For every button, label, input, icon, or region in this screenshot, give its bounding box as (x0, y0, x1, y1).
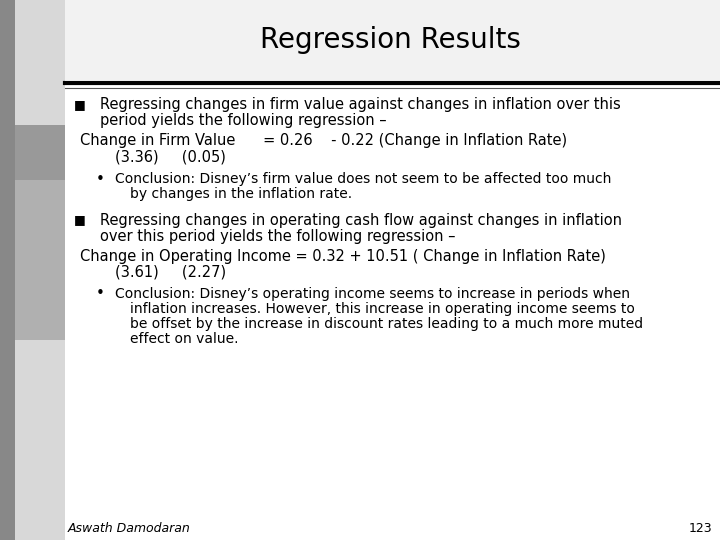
Text: Conclusion: Disney’s operating income seems to increase in periods when: Conclusion: Disney’s operating income se… (115, 287, 630, 301)
Text: Regressing changes in firm value against changes in inflation over this: Regressing changes in firm value against… (100, 98, 621, 112)
Text: Aswath Damodaran: Aswath Damodaran (68, 522, 191, 535)
Text: inflation increases. However, this increase in operating income seems to: inflation increases. However, this incre… (130, 302, 635, 316)
Text: ■: ■ (74, 98, 86, 111)
Text: ■: ■ (74, 213, 86, 226)
FancyBboxPatch shape (0, 0, 15, 540)
Text: by changes in the inflation rate.: by changes in the inflation rate. (130, 187, 352, 201)
Text: Change in Firm Value      = 0.26    - 0.22 (Change in Inflation Rate): Change in Firm Value = 0.26 - 0.22 (Chan… (80, 133, 567, 148)
Text: Conclusion: Disney’s firm value does not seem to be affected too much: Conclusion: Disney’s firm value does not… (115, 172, 611, 186)
FancyBboxPatch shape (15, 125, 65, 180)
Text: 123: 123 (688, 522, 712, 535)
Text: effect on value.: effect on value. (130, 332, 238, 346)
Text: Change in Operating Income = 0.32 + 10.51 ( Change in Inflation Rate): Change in Operating Income = 0.32 + 10.5… (80, 248, 606, 264)
Text: •: • (96, 287, 104, 301)
Text: Regressing changes in operating cash flow against changes in inflation: Regressing changes in operating cash flo… (100, 213, 622, 227)
Text: be offset by the increase in discount rates leading to a much more muted: be offset by the increase in discount ra… (130, 317, 643, 331)
Text: •: • (96, 172, 104, 186)
Text: Regression Results: Regression Results (260, 26, 521, 54)
FancyBboxPatch shape (65, 0, 720, 80)
Text: over this period yields the following regression –: over this period yields the following re… (100, 228, 456, 244)
FancyBboxPatch shape (15, 0, 65, 540)
Text: (3.61)     (2.27): (3.61) (2.27) (115, 265, 226, 280)
Text: (3.36)     (0.05): (3.36) (0.05) (115, 150, 226, 165)
FancyBboxPatch shape (15, 125, 65, 340)
Text: period yields the following regression –: period yields the following regression – (100, 113, 387, 129)
